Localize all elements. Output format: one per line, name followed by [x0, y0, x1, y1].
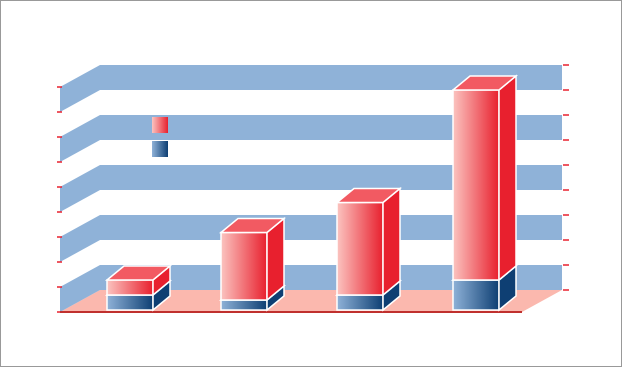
bar-top [218, 217, 287, 234]
bar-segment [218, 216, 287, 302]
grid-band-side [60, 65, 100, 112]
bar-front [452, 89, 500, 281]
legend-swatch [152, 117, 168, 133]
bar-segment [450, 74, 519, 282]
bar-front [106, 294, 154, 311]
legend [152, 117, 168, 157]
bar-front [106, 279, 154, 296]
grid-band-side [60, 115, 100, 162]
bar-segment [104, 264, 173, 297]
bar-side [382, 186, 401, 297]
grid-band-side [60, 215, 100, 262]
bar-top [334, 187, 403, 204]
bar-side [498, 74, 517, 282]
bar-top [450, 75, 519, 91]
bar-top [104, 265, 173, 281]
bar-front [220, 299, 268, 311]
bar-segment [334, 186, 403, 297]
grid-band-side [60, 165, 100, 212]
grid-band-side [60, 265, 100, 312]
bar-front [336, 294, 384, 311]
bar-front [336, 201, 384, 296]
bars [104, 74, 519, 312]
floor [60, 290, 562, 312]
bar-front [452, 279, 500, 311]
bar-front [220, 231, 268, 301]
legend-swatch [152, 141, 168, 157]
